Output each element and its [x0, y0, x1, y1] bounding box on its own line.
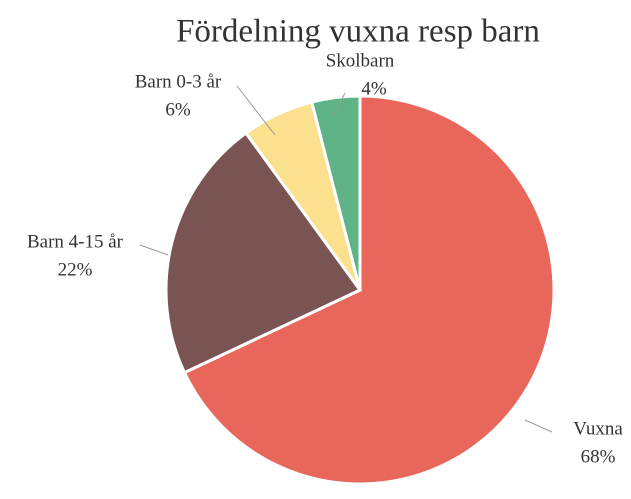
- slice-label: Vuxna: [573, 418, 623, 439]
- leader-line: [236, 85, 276, 136]
- slice-value: 4%: [361, 78, 387, 99]
- slice-value: 68%: [581, 446, 616, 467]
- slice-value: 22%: [58, 259, 93, 280]
- pie-slice: [182, 94, 556, 486]
- slice-label: Barn 0-3 år: [135, 71, 222, 92]
- slice-label: Skolbarn: [326, 50, 395, 71]
- slice-value: 6%: [165, 99, 191, 120]
- leader-line: [524, 419, 553, 433]
- pie-slice: [164, 130, 363, 375]
- pie-slice: [309, 94, 362, 291]
- leader-line: [139, 244, 169, 256]
- slice-label: Barn 4-15 år: [27, 231, 124, 252]
- leader-line: [331, 92, 346, 119]
- chart-title: Fördelning vuxna resp barn: [176, 14, 540, 50]
